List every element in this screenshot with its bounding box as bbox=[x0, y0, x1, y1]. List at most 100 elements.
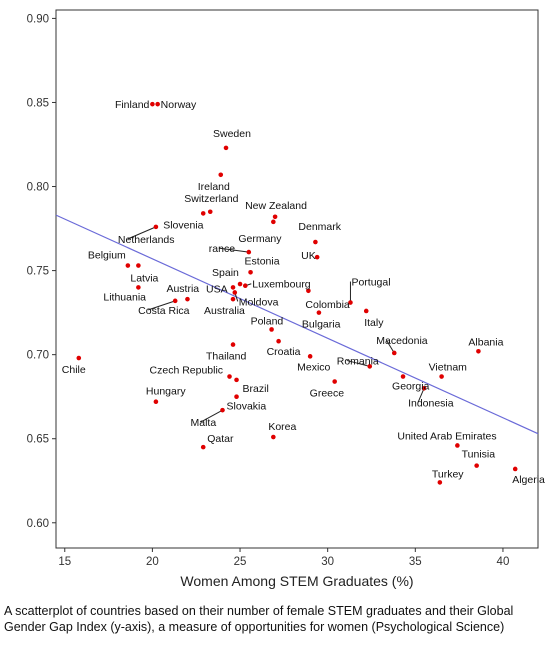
axis-ticks: 0.60 0.65 0.70 0.75 0.80 0.85 0.90 15 20 25 30 35 40 bbox=[27, 13, 510, 568]
data-point bbox=[314, 254, 320, 260]
point-label: Bulgaria bbox=[302, 319, 341, 331]
point-label: rance bbox=[209, 243, 235, 255]
point-label: Netherlands bbox=[118, 234, 175, 246]
point-label: Czech Republic bbox=[150, 365, 224, 377]
data-point bbox=[476, 348, 481, 354]
point-label: Switzerland bbox=[184, 193, 238, 205]
y-tick-label: 0.85 bbox=[27, 97, 49, 109]
y-tick-label: 0.65 bbox=[27, 434, 49, 446]
data-point bbox=[200, 444, 206, 450]
x-tick-label: 25 bbox=[234, 556, 247, 568]
point-label: Norway bbox=[161, 99, 197, 111]
point-label: New Zealand bbox=[245, 200, 307, 212]
point-label: Slovakia bbox=[227, 401, 267, 413]
point-label: Vietnam bbox=[429, 362, 468, 374]
data-point bbox=[136, 263, 141, 268]
data-point bbox=[200, 211, 206, 216]
point-label: Greece bbox=[310, 388, 345, 400]
data-point bbox=[512, 466, 518, 472]
data-point bbox=[307, 354, 313, 359]
y-tick-label: 0.75 bbox=[27, 266, 49, 278]
point-label: Qatar bbox=[207, 433, 234, 445]
y-tick-label: 0.60 bbox=[27, 518, 49, 530]
point-label: Finland bbox=[115, 99, 150, 111]
point-label: Lithuania bbox=[103, 291, 146, 303]
data-point bbox=[332, 379, 337, 384]
point-label: Thailand bbox=[206, 351, 246, 363]
x-tick-label: 30 bbox=[321, 556, 334, 568]
point-label: Macedonia bbox=[376, 335, 428, 347]
point-label: Moldova bbox=[239, 296, 279, 308]
data-point bbox=[439, 374, 444, 379]
point-label: Mexico bbox=[297, 361, 330, 373]
data-point bbox=[269, 327, 274, 332]
figure-caption: A scatterplot of countries based on thei… bbox=[4, 604, 514, 634]
y-tick-label: 0.80 bbox=[27, 182, 49, 194]
data-point bbox=[313, 239, 318, 245]
data-point bbox=[230, 342, 236, 347]
leader-line bbox=[148, 300, 176, 311]
leader-line bbox=[385, 339, 395, 354]
data-point bbox=[400, 374, 406, 379]
data-point bbox=[155, 101, 160, 107]
data-point bbox=[367, 364, 373, 369]
data-point bbox=[136, 285, 141, 290]
data-point bbox=[223, 145, 229, 151]
x-tick-label: 40 bbox=[497, 556, 510, 568]
point-label: Tunisia bbox=[462, 449, 496, 461]
point-label: Denmark bbox=[298, 221, 341, 233]
data-point bbox=[306, 288, 311, 294]
point-label: Austria bbox=[166, 283, 199, 295]
data-point bbox=[220, 407, 225, 413]
x-tick-label: 20 bbox=[146, 556, 159, 568]
point-label: Romania bbox=[337, 355, 379, 367]
point-label: Australia bbox=[204, 305, 245, 317]
point-label: Italy bbox=[364, 317, 384, 329]
data-point bbox=[185, 296, 190, 302]
x-tick-label: 15 bbox=[58, 556, 71, 568]
point-label: Malta bbox=[191, 417, 217, 429]
point-label: Costa Rica bbox=[138, 305, 190, 317]
point-label: Portugal bbox=[351, 277, 390, 289]
data-point bbox=[272, 214, 278, 220]
data-point bbox=[474, 463, 479, 468]
data-point bbox=[421, 385, 427, 391]
point-label: Colombia bbox=[305, 299, 350, 311]
data-point bbox=[271, 434, 276, 440]
point-label: Belgium bbox=[88, 250, 126, 262]
plot-frame bbox=[55, 9, 539, 549]
x-tick-label: 35 bbox=[409, 556, 422, 568]
leader-line bbox=[200, 409, 223, 423]
x-axis-title: Women Among STEM Graduates (%) bbox=[180, 573, 413, 589]
y-tick-label: 0.70 bbox=[27, 350, 49, 362]
leader-line bbox=[127, 226, 157, 240]
trend-line-layer bbox=[55, 214, 539, 435]
data-point bbox=[172, 298, 178, 304]
point-label: Estonia bbox=[245, 255, 280, 267]
leader-line bbox=[218, 247, 249, 253]
label-leader-lines bbox=[127, 226, 425, 423]
data-point bbox=[242, 283, 248, 289]
y-tick-label: 0.90 bbox=[27, 13, 49, 25]
data-point bbox=[276, 338, 281, 344]
point-label: Germany bbox=[238, 233, 282, 245]
data-point bbox=[234, 394, 239, 399]
point-label: Slovenia bbox=[163, 219, 203, 231]
point-label: Indonesia bbox=[408, 397, 454, 409]
point-label: Latvia bbox=[130, 273, 158, 285]
point-label: UK bbox=[301, 250, 316, 262]
data-points bbox=[76, 101, 518, 485]
data-point bbox=[271, 219, 276, 225]
data-point bbox=[125, 263, 131, 268]
data-point bbox=[153, 399, 159, 405]
leader-line bbox=[417, 388, 425, 403]
scatter-chart: 0.60 0.65 0.70 0.75 0.80 0.85 0.90 15 20 25 30 35 40… bbox=[27, 9, 545, 589]
point-label: Georgia bbox=[392, 381, 430, 393]
data-point bbox=[437, 480, 443, 485]
data-point bbox=[232, 290, 238, 295]
data-point bbox=[246, 249, 252, 255]
point-label: Hungary bbox=[146, 386, 186, 398]
point-label: Croatia bbox=[267, 346, 301, 358]
data-point bbox=[248, 269, 253, 275]
point-label: USA bbox=[206, 283, 228, 295]
